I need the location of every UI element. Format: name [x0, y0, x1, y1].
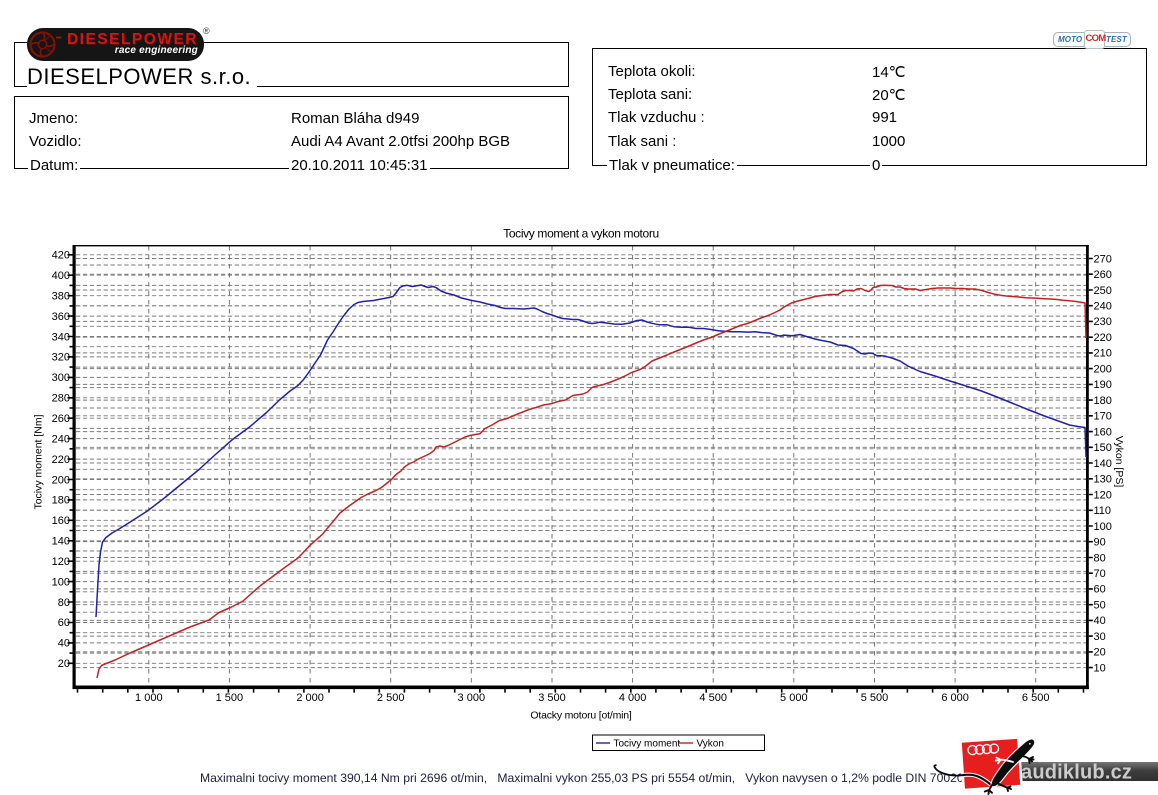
svg-text:Tocivy moment [Nm]: Tocivy moment [Nm]: [33, 414, 45, 509]
svg-text:40: 40: [1094, 615, 1106, 627]
svg-text:140: 140: [52, 536, 70, 548]
svg-text:70: 70: [1094, 568, 1106, 580]
svg-text:250: 250: [1094, 285, 1112, 297]
svg-text:160: 160: [52, 515, 70, 527]
svg-text:200: 200: [52, 474, 70, 486]
svg-text:260: 260: [1094, 269, 1112, 281]
svg-text:400: 400: [52, 270, 70, 282]
svg-text:Otacky motoru [ot/min]: Otacky motoru [ot/min]: [530, 710, 631, 722]
svg-text:4 000: 4 000: [619, 692, 647, 704]
svg-text:Tocivy moment a vykon motoru: Tocivy moment a vykon motoru: [503, 227, 659, 241]
svg-text:380: 380: [52, 291, 70, 303]
svg-text:100: 100: [1094, 521, 1112, 533]
svg-text:100: 100: [52, 576, 70, 588]
svg-text:audiklub.cz: audiklub.cz: [1021, 762, 1132, 784]
svg-text:90: 90: [1094, 537, 1106, 549]
svg-text:280: 280: [52, 393, 70, 405]
svg-text:3 000: 3 000: [458, 692, 486, 704]
svg-text:80: 80: [58, 597, 70, 609]
svg-text:6 000: 6 000: [941, 692, 969, 704]
svg-text:230: 230: [1094, 316, 1112, 328]
svg-text:1 000: 1 000: [135, 692, 163, 704]
svg-text:20: 20: [58, 658, 70, 670]
svg-text:30: 30: [1094, 631, 1106, 643]
svg-text:3 500: 3 500: [538, 692, 566, 704]
svg-text:6 500: 6 500: [1022, 692, 1050, 704]
svg-text:20: 20: [1094, 647, 1106, 659]
svg-text:120: 120: [52, 556, 70, 568]
svg-text:360: 360: [52, 311, 70, 323]
svg-text:220: 220: [1094, 332, 1112, 344]
svg-text:4 500: 4 500: [699, 692, 727, 704]
svg-text:210: 210: [1094, 348, 1112, 360]
svg-text:240: 240: [1094, 301, 1112, 313]
svg-text:420: 420: [52, 250, 70, 262]
svg-text:240: 240: [52, 433, 70, 445]
svg-text:190: 190: [1094, 379, 1112, 391]
svg-text:150: 150: [1094, 442, 1112, 454]
svg-text:300: 300: [52, 372, 70, 384]
svg-text:60: 60: [58, 617, 70, 629]
svg-text:5 500: 5 500: [861, 692, 889, 704]
svg-text:120: 120: [1094, 489, 1112, 501]
svg-text:1 500: 1 500: [216, 692, 244, 704]
svg-text:50: 50: [1094, 600, 1106, 612]
svg-text:160: 160: [1094, 426, 1112, 438]
svg-text:40: 40: [58, 638, 70, 650]
svg-text:80: 80: [1094, 552, 1106, 564]
svg-text:320: 320: [52, 352, 70, 364]
svg-text:270: 270: [1094, 253, 1112, 265]
svg-text:220: 220: [52, 454, 70, 466]
svg-text:170: 170: [1094, 411, 1112, 423]
svg-text:140: 140: [1094, 458, 1112, 470]
svg-text:Vykon [PS]: Vykon [PS]: [1113, 436, 1125, 488]
svg-text:60: 60: [1094, 584, 1106, 596]
svg-text:5 000: 5 000: [780, 692, 808, 704]
svg-text:110: 110: [1094, 505, 1112, 517]
svg-text:Tocivy moment: Tocivy moment: [614, 739, 681, 750]
svg-text:260: 260: [52, 413, 70, 425]
svg-text:Vykon: Vykon: [697, 739, 724, 750]
svg-text:180: 180: [52, 495, 70, 507]
svg-text:340: 340: [52, 331, 70, 343]
svg-text:130: 130: [1094, 474, 1112, 486]
svg-text:180: 180: [1094, 395, 1112, 407]
svg-text:2 000: 2 000: [296, 692, 324, 704]
svg-text:2 500: 2 500: [377, 692, 405, 704]
svg-text:200: 200: [1094, 363, 1112, 375]
svg-text:10: 10: [1094, 662, 1106, 674]
